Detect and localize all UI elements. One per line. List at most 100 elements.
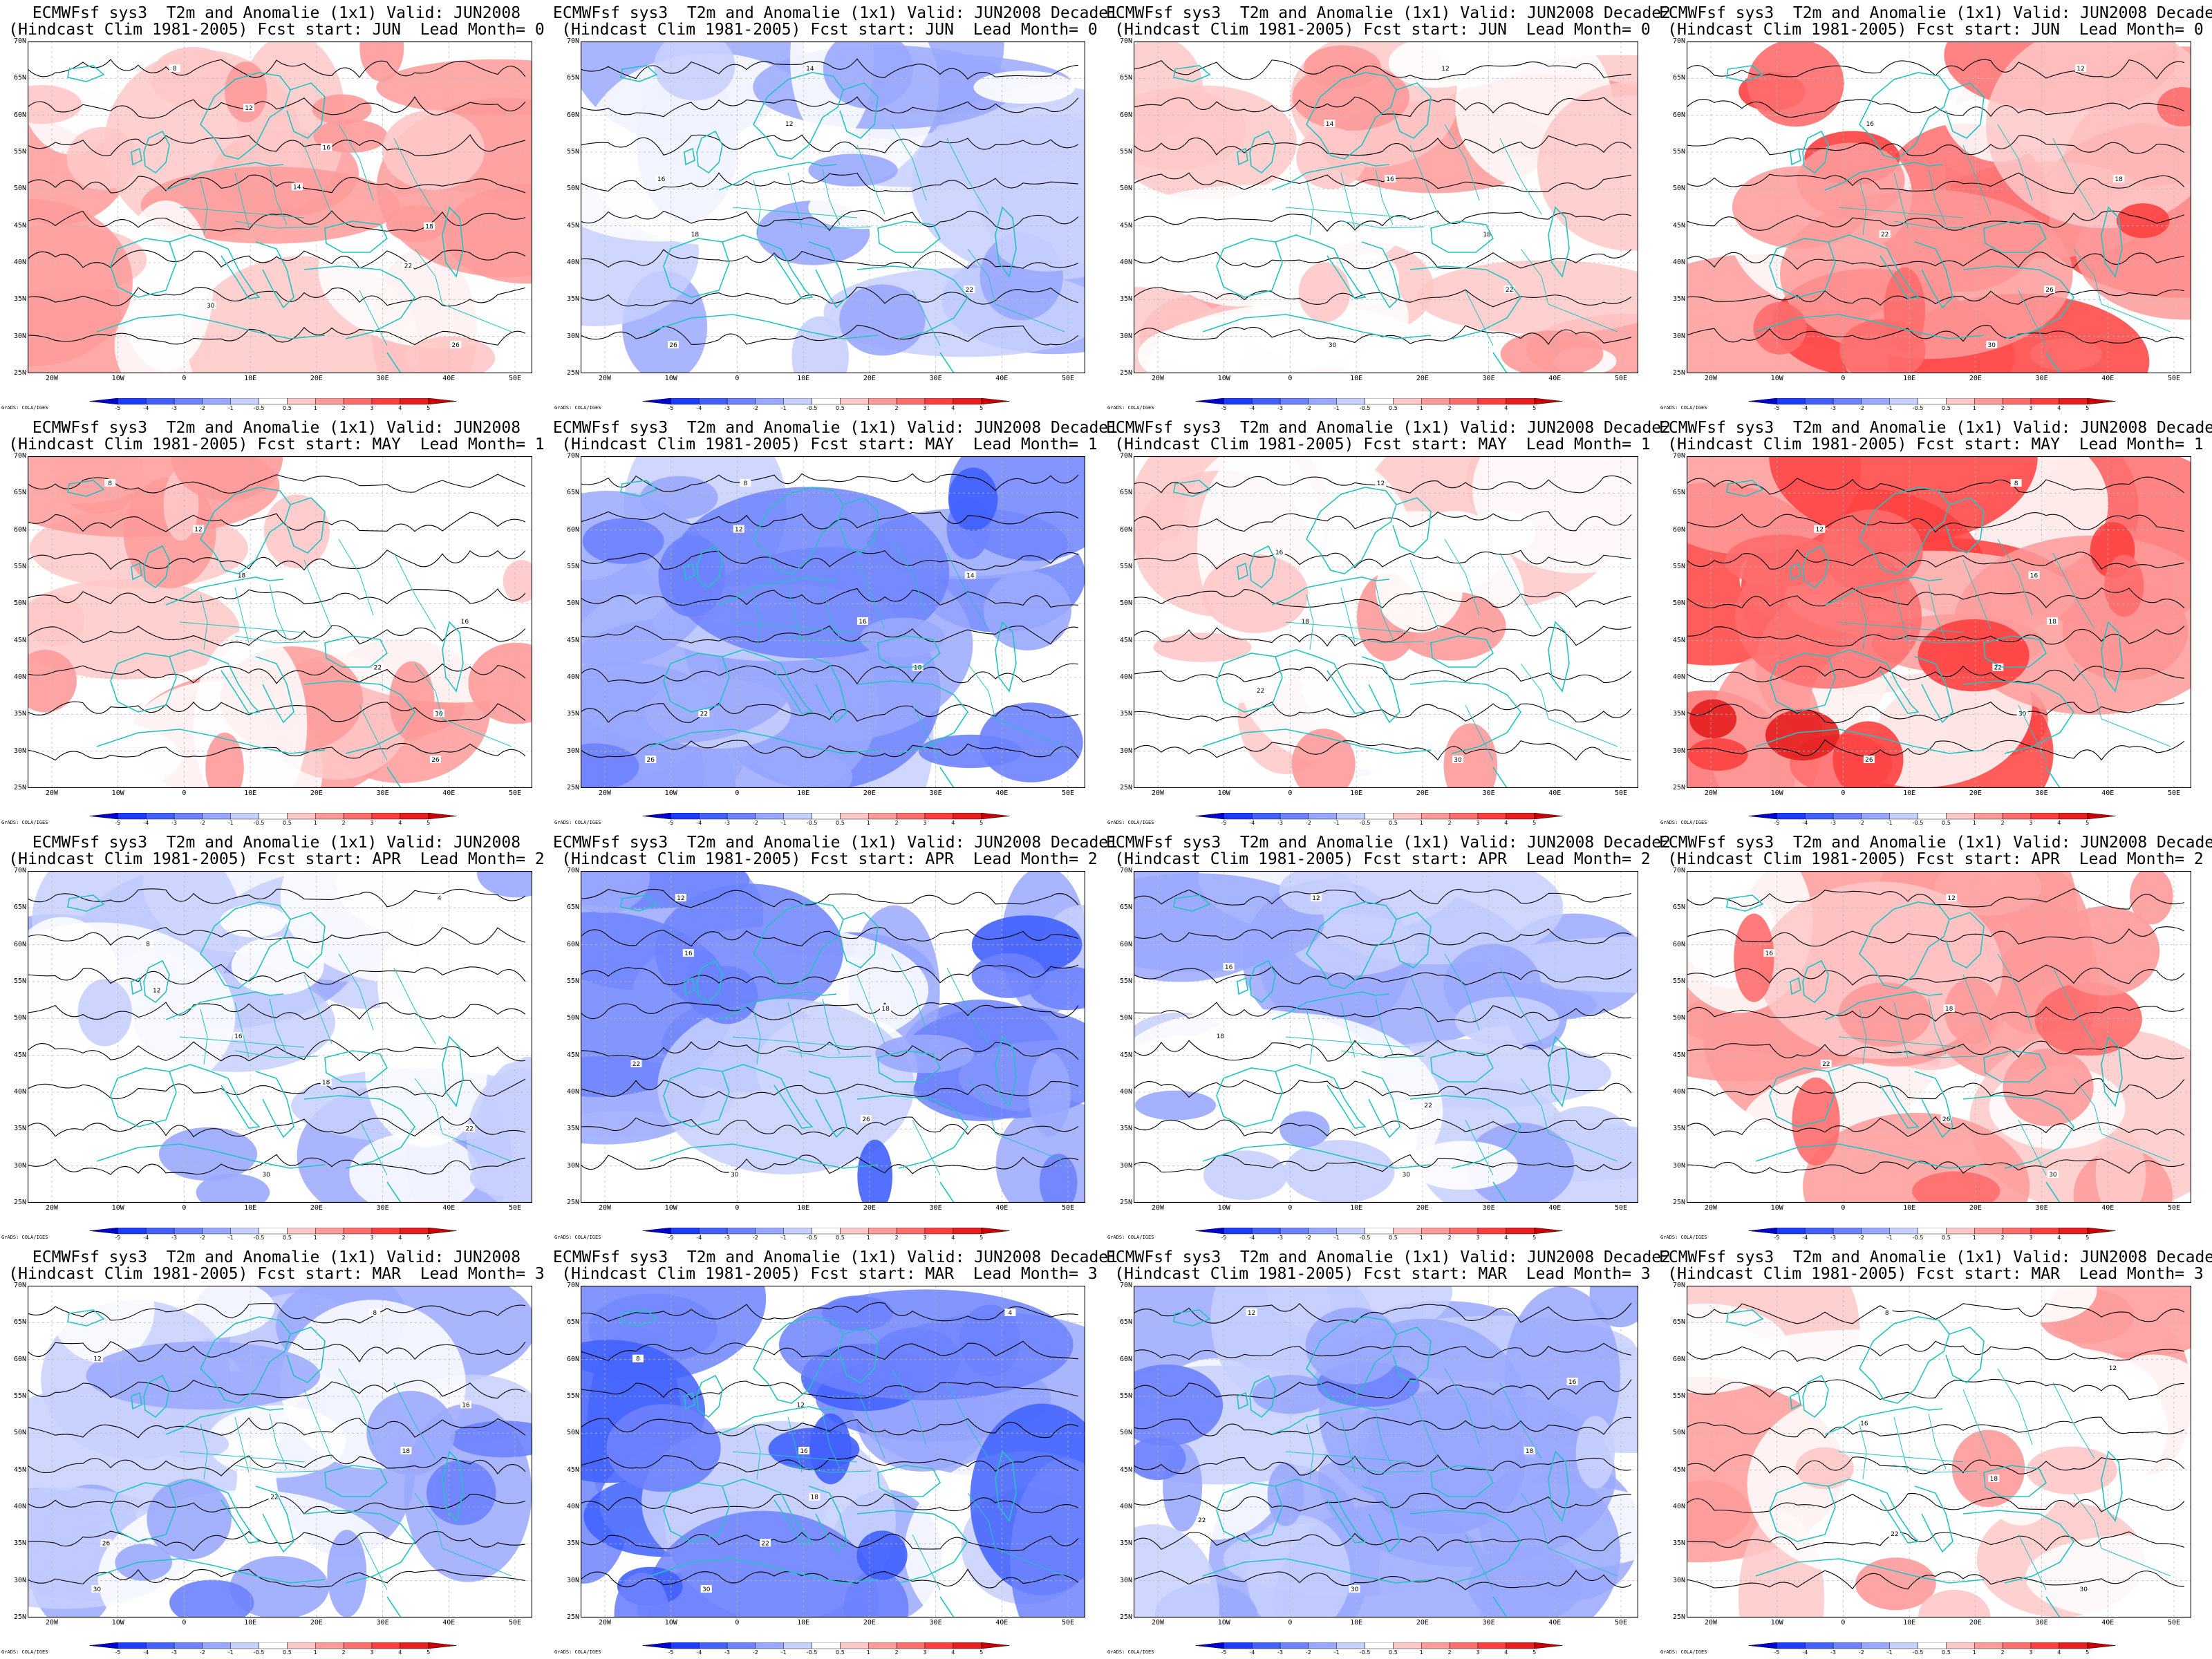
lat-tick-label: 70N (566, 867, 579, 874)
country-border (891, 953, 927, 1031)
coastline (1548, 206, 1570, 278)
lat-tick-label: 55N (1119, 1392, 1132, 1400)
colorbar-swatch (371, 1228, 401, 1235)
contour-label: 18 (1483, 232, 1491, 238)
anomaly-shading (808, 153, 898, 187)
lat-tick-label: 55N (13, 563, 26, 570)
lat-tick-label: 70N (1119, 867, 1132, 874)
country-border (200, 1423, 208, 1480)
country-border (856, 974, 885, 1044)
panel-subtitle: (Hindcast Clim 1981-2005) Fcst start: MA… (1114, 435, 1651, 453)
country-border (2018, 704, 2047, 761)
contour-label: 26 (451, 342, 460, 349)
lat-tick-label: 70N (13, 867, 26, 874)
colorbar: -5 -4 -3 -2 -1 -0.5 0.5 1 2 3 4 5 (1195, 813, 1563, 825)
anomaly-shading (843, 1570, 909, 1618)
lat-tick-label: 45N (1672, 1051, 1685, 1059)
colorbar-label: 3 (370, 1649, 373, 1655)
lat-tick-label: 50N (1672, 1429, 1685, 1437)
colorbar-swatch (1449, 813, 1479, 820)
anomaly-shading (839, 284, 926, 356)
coastline (1275, 1064, 1367, 1129)
lat-tick-label: 35N (13, 710, 26, 718)
contour-label: 22 (700, 711, 708, 718)
country-border (1340, 172, 1356, 229)
lat-tick-label: 55N (566, 148, 579, 156)
anomaly-shading (686, 950, 722, 1015)
lon-tick-label: 0 (182, 375, 187, 382)
lon-tick-label: 10W (1217, 1619, 1230, 1627)
colorbar-label: 4 (2057, 819, 2061, 825)
lon-tick-label: 50E (1614, 1619, 1628, 1627)
contour-label-bg (795, 1400, 807, 1409)
contour-label: 12 (677, 895, 684, 902)
country-border (179, 621, 305, 633)
anomaly-shading (948, 467, 998, 531)
coastline (939, 352, 955, 373)
contour-label-bg (1481, 230, 1493, 238)
lon-tick-label: 0 (182, 789, 187, 797)
country-border (1465, 1119, 1494, 1176)
lat-tick-label: 60N (566, 111, 579, 119)
lat-tick-label: 60N (1119, 940, 1132, 948)
coastline (722, 234, 814, 299)
colorbar-label: 1 (1420, 404, 1423, 411)
coastline (839, 912, 879, 968)
anomaly-shading (263, 494, 330, 568)
lon-tick-label: 30E (1482, 1619, 1495, 1627)
contour-label: 12 (1377, 480, 1385, 487)
country-border (1962, 1389, 1991, 1459)
country-border (1838, 1036, 1964, 1048)
temperature-contour (28, 1154, 526, 1175)
temperature-contour (1687, 1378, 2185, 1400)
colorbar-label: -1 (1887, 1649, 1893, 1655)
country-border (1928, 583, 1947, 640)
contour-label: 8 (373, 1310, 377, 1317)
colorbar-swatch (896, 1642, 926, 1649)
country-border (303, 559, 332, 630)
colorbar-label: 0.5 (836, 1649, 845, 1655)
colorbar-label: 1 (1973, 819, 1976, 825)
map-panel: ECMWFsf sys3 T2m and Anomalie (1x1) Vali… (553, 1244, 1118, 1659)
temperature-contour (581, 210, 1079, 232)
coastline (649, 314, 879, 339)
country-border (234, 587, 250, 644)
colorbar-swatch (1804, 813, 1834, 820)
temperature-contour (1134, 663, 1632, 684)
colorbar: -5 -4 -3 -2 -1 -0.5 0.5 1 2 3 4 5 (89, 1228, 457, 1240)
plot-frame (1687, 456, 2191, 788)
anomaly-shading (2116, 203, 2170, 238)
anomaly-shading (28, 199, 133, 366)
colorbar-label: -1 (781, 404, 787, 411)
panel-title: ECMWFsf sys3 T2m and Anomalie (1x1) Vali… (32, 834, 521, 852)
coastline (620, 480, 658, 497)
anomaly-shading (476, 871, 532, 898)
temperature-contour (581, 172, 1079, 192)
anomaly-shading (581, 871, 650, 914)
temperature-contour (1687, 702, 2185, 724)
anomaly-shading (444, 184, 532, 284)
colorbar-swatch (1195, 398, 1224, 405)
anomaly-shading (1443, 723, 1498, 788)
lat-tick-label: 45N (13, 221, 26, 229)
lat-tick-label: 25N (1119, 1613, 1132, 1621)
anomaly-shading (1747, 1394, 1968, 1575)
colorbar-swatch (2002, 813, 2032, 820)
contour-label: 16 (657, 176, 666, 183)
temperature-contour (581, 1154, 1079, 1174)
anomaly-shading (1376, 546, 1463, 633)
lat-tick-label: 30N (566, 747, 579, 755)
colorbar-swatch (1889, 1228, 1918, 1235)
anomaly-shading (1918, 619, 2030, 692)
contour-label-bg (142, 939, 154, 948)
lat-tick-label: 30N (1119, 1161, 1132, 1170)
country-border (732, 1036, 858, 1048)
panel-title: ECMWFsf sys3 T2m and Anomalie (1x1) Vali… (553, 4, 1118, 22)
country-border (1893, 1465, 1978, 1473)
anomaly-shading (1795, 1447, 1854, 1490)
colorbar-label: -2 (753, 1649, 758, 1655)
colorbar-swatch (755, 1228, 784, 1235)
lat-tick-label: 50N (1119, 1014, 1132, 1022)
lon-tick-label: 10E (1350, 375, 1363, 382)
